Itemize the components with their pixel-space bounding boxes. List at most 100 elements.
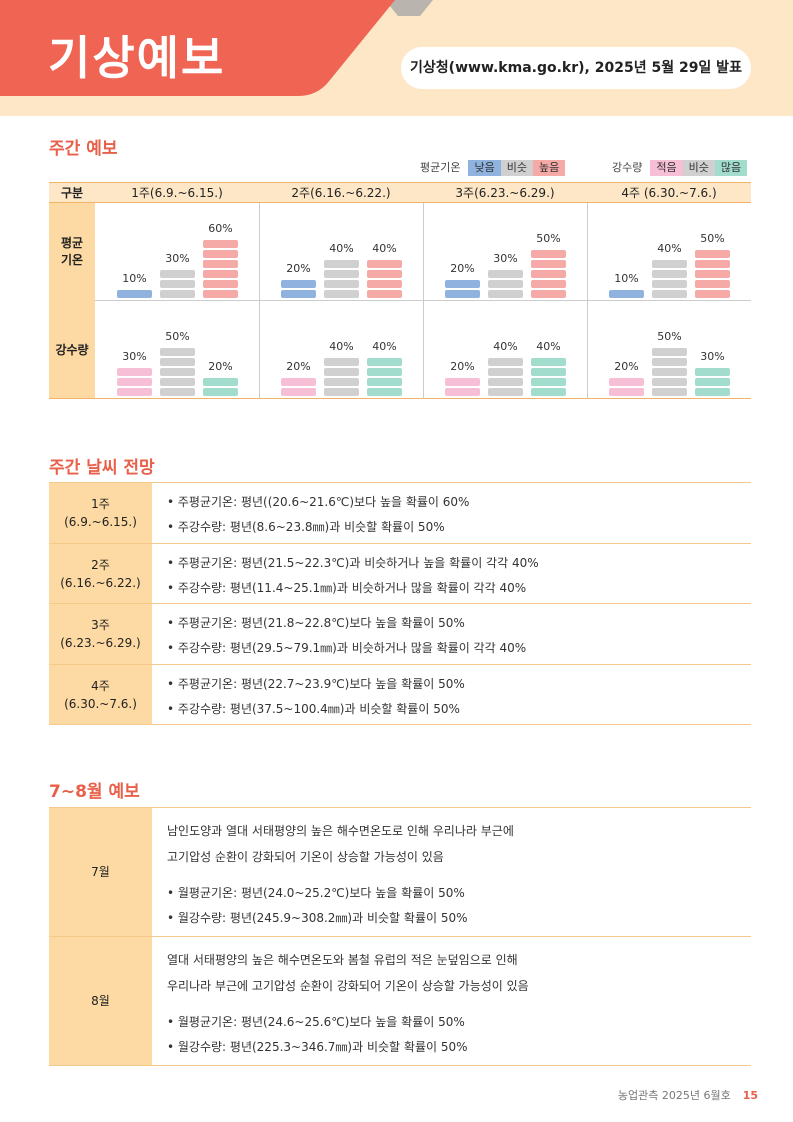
- bar-segment: [203, 280, 238, 288]
- bar-segment: [117, 290, 152, 298]
- bar-segment: [367, 368, 402, 376]
- legend-rain-high: 많음: [714, 160, 748, 176]
- bar-value-label: 30%: [122, 350, 147, 363]
- bar-segment: [160, 388, 195, 396]
- month-summary-line: 남인도양과 열대 서태평양의 높은 해수면온도로 인해 우리나라 부근에: [167, 824, 514, 838]
- bar-segment: [160, 368, 195, 376]
- bar-segment: [367, 388, 402, 396]
- bar-segment: [652, 348, 687, 356]
- bar-segment: [531, 388, 566, 396]
- bar-value-label: 40%: [372, 242, 397, 255]
- bar-segment: [488, 378, 523, 386]
- bar-segment: [531, 378, 566, 386]
- bar-segment: [531, 358, 566, 366]
- bar-segment: [445, 280, 480, 288]
- bar-value-label: 40%: [329, 242, 354, 255]
- month-rain-line: • 월강수량: 평년(245.9~308.2㎜)과 비슷할 확률이 50%: [167, 911, 468, 925]
- bar-value-label: 60%: [208, 222, 233, 235]
- bar-temp-similar: [324, 260, 359, 300]
- bar-value-label: 20%: [286, 360, 311, 373]
- bar-segment: [652, 378, 687, 386]
- bar-value-label: 30%: [700, 350, 725, 363]
- bar-segment: [324, 290, 359, 298]
- bar-temp-high: [367, 260, 402, 300]
- bar-value-label: 50%: [700, 232, 725, 245]
- bar-temp-low: [117, 290, 152, 300]
- outlook-rain-line: • 주강수량: 평년(8.6~23.8㎜)과 비슷할 확률이 50%: [167, 520, 445, 534]
- bar-segment: [695, 280, 730, 288]
- month-label: 8월: [49, 937, 152, 1065]
- column-divider: [423, 203, 424, 399]
- bar-segment: [367, 270, 402, 278]
- month-temp-line: • 월평균기온: 평년(24.6~25.6℃)보다 높을 확률이 50%: [167, 1015, 465, 1029]
- bar-rain-high: [203, 378, 238, 398]
- month-rain-line: • 월강수량: 평년(225.3~346.7㎜)과 비슷할 확률이 50%: [167, 1040, 468, 1054]
- week-label: 1주 (6.9.~6.15.): [49, 483, 152, 543]
- week-label: 2주 (6.16.~6.22.): [49, 544, 152, 603]
- bar-segment: [695, 270, 730, 278]
- bar-temp-similar: [652, 260, 687, 300]
- bar-value-label: 50%: [165, 330, 190, 343]
- bar-segment: [695, 250, 730, 258]
- bar-rain-high: [531, 358, 566, 398]
- table-row: 1주 (6.9.~6.15.) • 주평균기온: 평년((20.6~21.6℃)…: [49, 482, 751, 543]
- bar-segment: [324, 378, 359, 386]
- table-row: 7월 남인도양과 열대 서태평양의 높은 해수면온도로 인해 우리나라 부근에 …: [49, 807, 751, 936]
- bar-segment: [652, 290, 687, 298]
- outlook-temp-line: • 주평균기온: 평년(22.7~23.9℃)보다 높을 확률이 50%: [167, 677, 465, 691]
- bar-segment: [652, 368, 687, 376]
- bar-segment: [160, 280, 195, 288]
- bar-segment: [609, 290, 644, 298]
- bar-segment: [203, 290, 238, 298]
- bar-value-label: 40%: [329, 340, 354, 353]
- bar-segment: [652, 270, 687, 278]
- bar-segment: [488, 280, 523, 288]
- bar-temp-low: [445, 280, 480, 300]
- bar-segment: [324, 280, 359, 288]
- bar-temp-high: [203, 240, 238, 300]
- header-cell-week-2: 2주(6.16.~6.22.): [291, 186, 391, 200]
- outlook-temp-line: • 주평균기온: 평년((20.6~21.6℃)보다 높을 확률이 60%: [167, 495, 470, 509]
- bar-rain-low: [281, 378, 316, 398]
- bar-segment: [324, 388, 359, 396]
- bar-segment: [160, 378, 195, 386]
- bar-segment: [531, 290, 566, 298]
- bar-segment: [160, 270, 195, 278]
- legend-rain-similar: 비슷: [682, 160, 715, 176]
- legend-temp-high: 높음: [532, 160, 566, 176]
- bar-segment: [652, 388, 687, 396]
- rain-legend: 강수량 적음 비슷 많음: [612, 159, 748, 177]
- weekly-outlook-title: 주간 날씨 전망: [49, 458, 155, 478]
- bar-segment: [324, 358, 359, 366]
- bar-segment: [445, 290, 480, 298]
- month-label: 7월: [49, 808, 152, 936]
- legend-rain-low: 적음: [650, 160, 683, 176]
- month-summary-line: 우리나라 부근에 고기압성 순환이 강화되어 기온이 상승할 가능성이 있음: [167, 979, 529, 993]
- table-row: 8월 열대 서태평양의 높은 해수면온도와 봄철 유럽의 적은 눈덮임으로 인해…: [49, 936, 751, 1066]
- weekly-forecast-chart: 구분 1주(6.9.~6.15.) 2주(6.16.~6.22.) 3주(6.2…: [49, 182, 751, 399]
- column-divider: [259, 203, 260, 399]
- bar-segment: [488, 388, 523, 396]
- bar-segment: [488, 290, 523, 298]
- bar-value-label: 20%: [286, 262, 311, 275]
- outlook-rain-line: • 주강수량: 평년(29.5~79.1㎜)과 비슷하거나 많을 확률이 각각 …: [167, 641, 527, 655]
- bar-rain-low: [609, 378, 644, 398]
- bar-segment: [281, 378, 316, 386]
- bar-segment: [609, 378, 644, 386]
- bar-segment: [367, 280, 402, 288]
- weekly-outlook-table: 1주 (6.9.~6.15.) • 주평균기온: 평년((20.6~21.6℃)…: [49, 482, 751, 725]
- month-summary-line: 열대 서태평양의 높은 해수면온도와 봄철 유럽의 적은 눈덮임으로 인해: [167, 953, 518, 967]
- page-number: 15: [742, 1089, 758, 1102]
- bar-segment: [531, 368, 566, 376]
- bar-segment: [445, 388, 480, 396]
- bar-rain-similar: [324, 358, 359, 398]
- bar-rain-low: [117, 368, 152, 398]
- row-label-rain: 강수량: [49, 301, 95, 399]
- bar-temp-low: [281, 280, 316, 300]
- bar-temp-high: [531, 250, 566, 300]
- bar-segment: [203, 260, 238, 268]
- header-cell-week-3: 3주(6.23.~6.29.): [455, 186, 555, 200]
- chart-header-row: 구분 1주(6.9.~6.15.) 2주(6.16.~6.22.) 3주(6.2…: [49, 182, 751, 203]
- bar-rain-similar: [160, 348, 195, 398]
- bar-segment: [281, 290, 316, 298]
